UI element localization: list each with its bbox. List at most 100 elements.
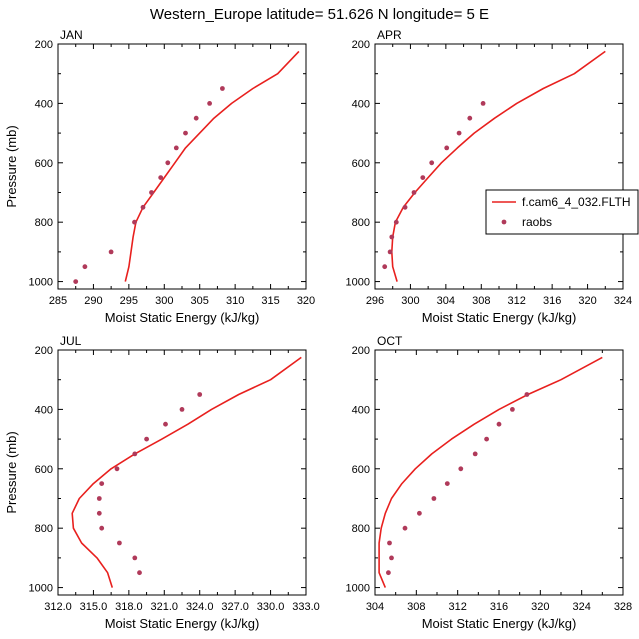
x-axis-label: Moist Static Energy (kJ/kg) bbox=[105, 310, 260, 325]
x-tick-label: 333.0 bbox=[292, 601, 320, 613]
raobs-point bbox=[137, 570, 142, 576]
raobs-point bbox=[429, 160, 435, 166]
raobs-point bbox=[480, 101, 486, 106]
x-tick-label: 315.0 bbox=[80, 601, 108, 613]
x-tick-label: 321.0 bbox=[151, 601, 179, 613]
y-axis-label: Pressure (mb) bbox=[4, 125, 19, 207]
raobs-point bbox=[220, 86, 225, 91]
y-tick-label: 200 bbox=[352, 39, 370, 51]
raobs-point bbox=[411, 190, 417, 195]
x-tick-label: 312.0 bbox=[44, 601, 72, 613]
x-tick-label: 316 bbox=[543, 295, 561, 307]
raobs-point bbox=[524, 392, 530, 397]
x-tick-label: 310 bbox=[226, 295, 244, 307]
x-tick-label: 285 bbox=[49, 295, 67, 307]
x-tick-label: 318.0 bbox=[115, 601, 143, 613]
raobs-point bbox=[382, 264, 388, 270]
y-tick-label: 800 bbox=[352, 523, 370, 535]
raobs-point bbox=[108, 249, 114, 255]
model-line bbox=[390, 50, 606, 282]
raobs-point bbox=[82, 264, 88, 270]
raobs-point bbox=[444, 145, 450, 151]
plot-frame bbox=[374, 43, 624, 290]
raobs-point bbox=[420, 175, 426, 181]
x-tick-label: 308 bbox=[472, 295, 490, 307]
raobs-point bbox=[402, 204, 408, 210]
y-tick-label: 200 bbox=[35, 39, 53, 51]
panel-label: JAN bbox=[60, 28, 83, 42]
raobs-point bbox=[114, 466, 120, 472]
x-tick-label: 316 bbox=[490, 601, 508, 613]
y-tick-label: 800 bbox=[35, 217, 53, 229]
raobs-point bbox=[456, 130, 462, 136]
raobs-point bbox=[99, 481, 105, 486]
x-tick-label: 315 bbox=[261, 295, 279, 307]
x-tick-label: 295 bbox=[120, 295, 138, 307]
y-tick-label: 600 bbox=[35, 464, 53, 476]
y-tick-label: 400 bbox=[35, 404, 53, 416]
raobs-point bbox=[158, 175, 164, 181]
raobs-point bbox=[193, 115, 199, 121]
raobs-point bbox=[472, 451, 478, 457]
x-axis-label: Moist Static Energy (kJ/kg) bbox=[422, 310, 577, 325]
raobs-point bbox=[132, 219, 137, 225]
y-tick-label: 400 bbox=[352, 404, 370, 416]
y-tick-label: 800 bbox=[35, 523, 53, 535]
x-tick-label: 320 bbox=[297, 295, 315, 307]
y-tick-label: 200 bbox=[35, 345, 53, 357]
raobs-point bbox=[417, 510, 422, 516]
y-tick-label: 1000 bbox=[29, 583, 53, 595]
legend-box bbox=[485, 189, 639, 235]
x-axis-label: Moist Static Energy (kJ/kg) bbox=[422, 616, 577, 631]
x-tick-label: 305 bbox=[191, 295, 209, 307]
x-axis-label: Moist Static Energy (kJ/kg) bbox=[105, 616, 260, 631]
raobs-point bbox=[496, 421, 502, 427]
y-tick-label: 600 bbox=[352, 158, 370, 170]
raobs-point bbox=[458, 466, 464, 472]
y-tick-label: 1000 bbox=[346, 277, 370, 289]
raobs-point bbox=[140, 204, 146, 210]
legend-label-model: f.cam6_4_032.FLTH bbox=[522, 195, 631, 209]
panel-label: JUL bbox=[60, 334, 82, 348]
raobs-point bbox=[389, 234, 395, 240]
x-tick-label: 330.0 bbox=[257, 601, 285, 613]
y-tick-label: 1000 bbox=[29, 277, 53, 289]
raobs-point bbox=[484, 436, 489, 442]
x-tick-label: 290 bbox=[84, 295, 102, 307]
legend-point-swatch bbox=[501, 219, 507, 225]
y-axis-label: Pressure (mb) bbox=[4, 431, 19, 513]
y-tick-label: 1000 bbox=[346, 583, 370, 595]
x-tick-label: 328 bbox=[614, 601, 632, 613]
x-tick-label: 324 bbox=[572, 601, 590, 613]
raobs-point bbox=[96, 510, 102, 516]
raobs-point bbox=[165, 160, 171, 166]
x-tick-label: 312 bbox=[508, 295, 526, 307]
raobs-point bbox=[197, 392, 203, 397]
y-tick-label: 600 bbox=[352, 464, 370, 476]
y-tick-label: 200 bbox=[352, 345, 370, 357]
raobs-point bbox=[444, 481, 450, 486]
x-tick-label: 324.0 bbox=[186, 601, 214, 613]
model-line bbox=[124, 50, 300, 282]
y-tick-label: 400 bbox=[352, 98, 370, 110]
x-tick-label: 327.0 bbox=[221, 601, 249, 613]
raobs-point bbox=[99, 525, 105, 531]
raobs-point bbox=[402, 525, 408, 531]
y-tick-label: 400 bbox=[35, 98, 53, 110]
raobs-point bbox=[431, 496, 437, 501]
y-tick-label: 600 bbox=[35, 158, 53, 170]
panel-jul: JUL 312.0 315.0 318.0 321.0 324.0 327.0 330.0 33… bbox=[4, 334, 320, 631]
plot-frame bbox=[57, 349, 307, 596]
raobs-point bbox=[163, 421, 168, 427]
x-tick-label: 320 bbox=[531, 601, 549, 613]
x-tick-label: 308 bbox=[407, 601, 425, 613]
raobs-point bbox=[179, 407, 185, 412]
legend-label-raobs: raobs bbox=[522, 215, 552, 229]
raobs-point bbox=[510, 407, 515, 412]
raobs-point bbox=[132, 555, 138, 561]
y-tick-label: 800 bbox=[352, 217, 370, 229]
raobs-point bbox=[132, 451, 138, 457]
raobs-point bbox=[207, 101, 213, 106]
